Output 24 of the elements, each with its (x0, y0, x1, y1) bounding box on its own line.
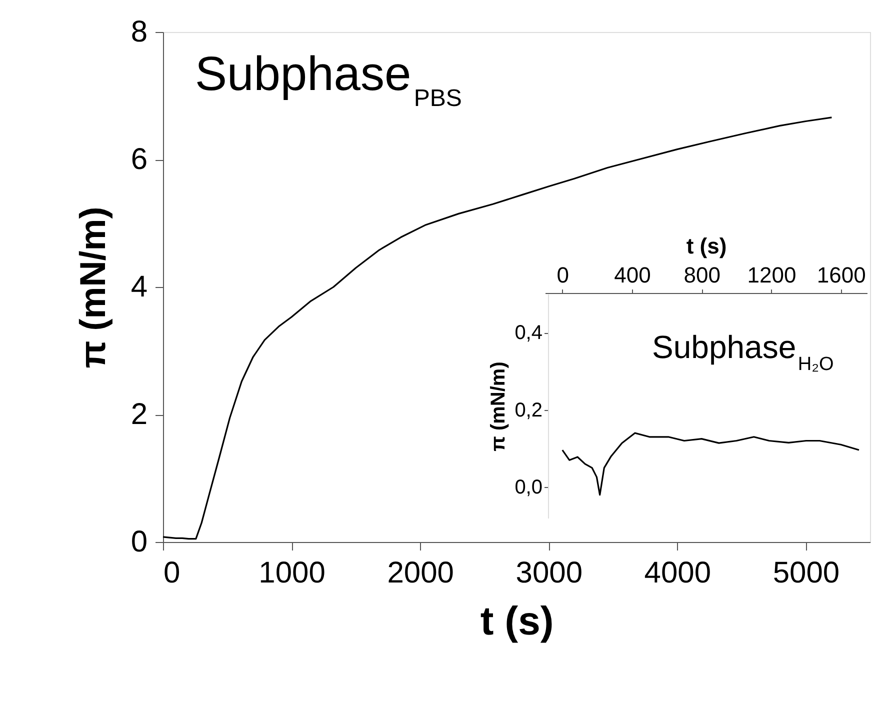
y-tick-label: 2 (130, 398, 148, 431)
y-axis-title: π (mN/m) (72, 206, 113, 368)
y-tick-label: 8 (130, 16, 148, 48)
x-tick-label: 800 (684, 262, 721, 288)
x-tick-label: 0 (556, 262, 570, 288)
x-tick-label: 400 (614, 262, 651, 288)
y-tick-label: 0,4 (514, 322, 542, 344)
x-tick-label: 1200 (747, 262, 796, 288)
y-tick-label: 0 (130, 526, 148, 558)
x-tick-label: 1600 (816, 262, 866, 288)
x-tick-label: 1000 (258, 556, 326, 590)
x-axis-title: t (s) (686, 234, 727, 258)
line-series (562, 432, 860, 496)
x-axis-title: t (s) (480, 600, 554, 644)
x-tick-label: 2000 (387, 556, 454, 590)
y-axis-title: π (mN/m) (488, 362, 510, 452)
x-tick-label: 3000 (516, 556, 583, 590)
x-tick-label: 5000 (772, 556, 840, 590)
y-tick-label: 6 (130, 143, 148, 176)
x-tick-label: 0 (164, 556, 180, 590)
y-tick-label: 0,2 (514, 399, 542, 422)
x-tick-label: 4000 (644, 556, 712, 590)
y-tick-label: 0,0 (514, 476, 542, 499)
y-tick-label: 4 (130, 270, 148, 304)
